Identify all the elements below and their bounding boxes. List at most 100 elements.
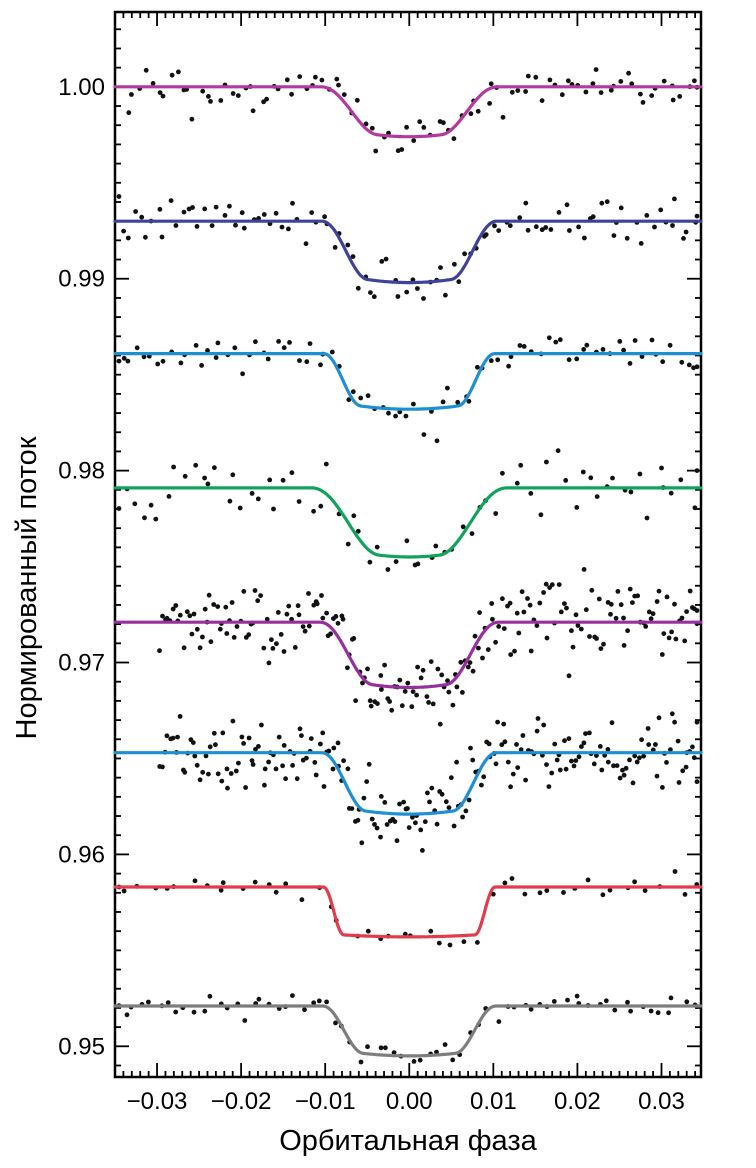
data-point [206, 592, 212, 598]
data-point [573, 758, 579, 763]
data-point [318, 503, 324, 509]
data-point [677, 94, 683, 99]
data-point [203, 753, 209, 759]
data-point [547, 77, 553, 83]
data-point [311, 1000, 317, 1006]
data-point [488, 358, 494, 364]
data-point [304, 755, 309, 761]
data-point [541, 590, 546, 595]
data-point [379, 259, 385, 264]
data-point [313, 772, 319, 778]
data-point [386, 410, 391, 416]
data-point [184, 609, 190, 615]
data-point [404, 124, 409, 130]
data-point [228, 771, 234, 776]
data-point [692, 78, 697, 84]
lightcurve-6-points [157, 711, 700, 853]
data-point [219, 778, 225, 784]
data-point [312, 760, 318, 765]
data-point [415, 664, 420, 670]
data-point [537, 600, 543, 606]
data-point [569, 628, 574, 634]
data-point [502, 739, 508, 745]
data-point [230, 91, 236, 96]
data-point [139, 214, 145, 220]
data-point [350, 254, 356, 259]
data-point [269, 637, 274, 643]
data-point [467, 660, 473, 665]
lightcurve-2-model-curve [113, 219, 703, 285]
data-point [233, 222, 238, 228]
data-point [554, 757, 560, 763]
data-point [314, 601, 320, 607]
data-point [295, 603, 301, 609]
data-point [627, 586, 633, 592]
data-point [580, 469, 586, 475]
data-point [445, 385, 450, 391]
data-point [246, 735, 252, 741]
data-point [499, 742, 505, 748]
data-point [506, 363, 511, 369]
data-point [587, 730, 592, 736]
data-point [420, 667, 426, 673]
data-point [548, 227, 554, 232]
data-point [599, 200, 605, 206]
data-point [562, 601, 567, 606]
data-point [528, 1006, 534, 1012]
data-point [599, 767, 605, 773]
data-point [116, 358, 122, 364]
data-point [413, 820, 418, 826]
lightcurve-8-model-curve [113, 1004, 703, 1058]
data-point [533, 74, 539, 80]
lightcurve-8-points [116, 993, 700, 1065]
data-point [525, 227, 531, 233]
data-point [374, 544, 380, 550]
data-point [517, 343, 523, 348]
data-point [394, 838, 400, 844]
data-point [335, 620, 341, 626]
data-point [208, 99, 213, 104]
data-point [661, 631, 667, 636]
data-point [461, 939, 467, 945]
data-point [522, 891, 528, 897]
data-point [393, 413, 398, 419]
data-point [253, 339, 258, 345]
data-point [692, 505, 698, 511]
data-point [341, 92, 347, 97]
data-point [527, 602, 533, 608]
data-point [241, 741, 247, 746]
data-point [534, 728, 540, 734]
data-point [588, 475, 594, 481]
data-point [645, 726, 651, 731]
data-point [157, 648, 162, 654]
data-point [661, 78, 667, 84]
data-point [625, 999, 630, 1005]
data-point [501, 721, 507, 727]
data-point [215, 604, 221, 609]
x-tick-label: 0.03 [638, 1088, 685, 1115]
data-point [447, 942, 453, 948]
data-point [654, 599, 660, 604]
data-point [397, 801, 402, 807]
data-point [533, 224, 539, 230]
data-point [664, 760, 669, 765]
data-point [590, 214, 596, 220]
data-point [405, 806, 410, 811]
data-point [509, 89, 515, 95]
data-point [427, 799, 432, 805]
data-point [659, 652, 665, 657]
data-point [420, 848, 425, 853]
data-point [255, 496, 261, 502]
data-point [385, 567, 391, 572]
data-point [289, 470, 295, 476]
data-point [275, 610, 281, 615]
data-point [300, 624, 306, 629]
data-point [307, 341, 313, 346]
data-point [410, 814, 415, 820]
data-point [686, 362, 692, 368]
data-point [539, 98, 545, 103]
data-point [537, 890, 543, 896]
lightcurve-7-model-curve [113, 885, 703, 939]
